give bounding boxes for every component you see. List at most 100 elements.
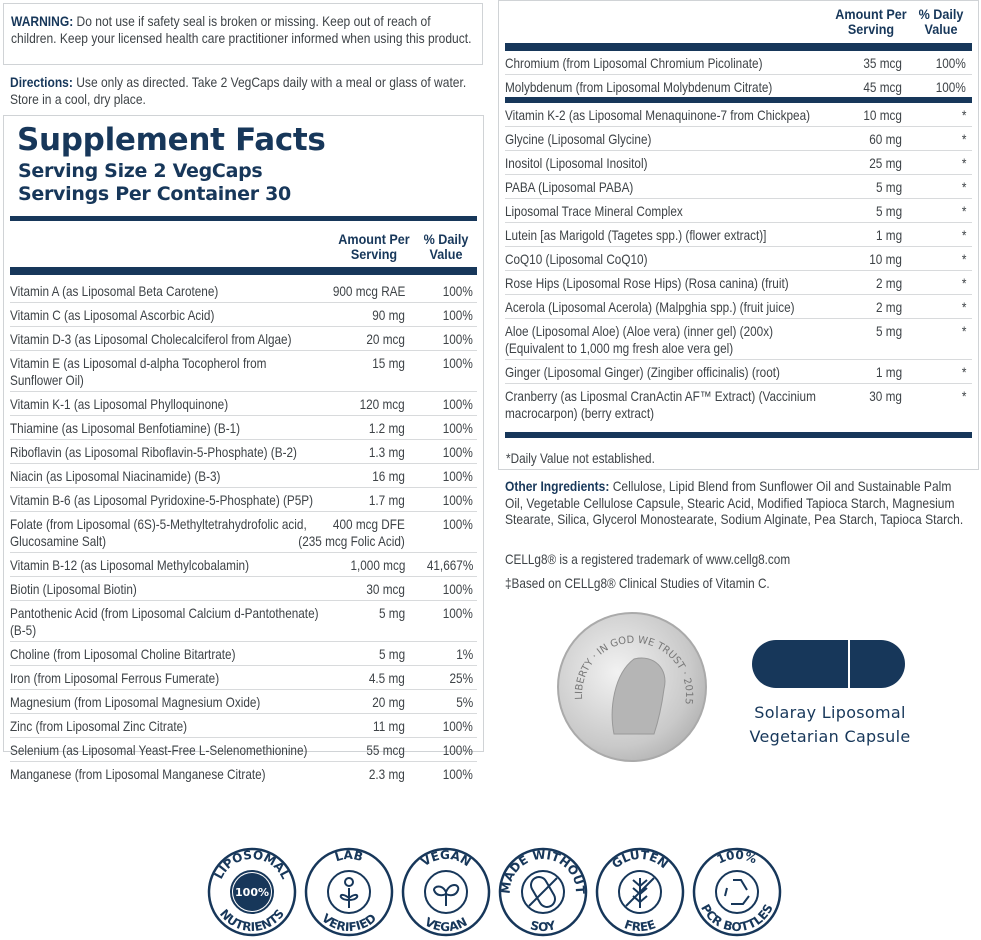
nutrient-amount: 1.3 mg (369, 444, 405, 460)
divider (505, 432, 972, 438)
nutrient-amount: 20 mg (372, 694, 405, 710)
badge-center-text: 100% (235, 886, 269, 899)
nutrient-name: Ginger (Liposomal Ginger) (Zingiber offi… (505, 364, 780, 380)
col-amount: Amount Per Serving (338, 231, 410, 262)
nutrient-name: Molybdenum (from Liposomal Molybdenum Ci… (505, 79, 773, 95)
nutrient-table: Vitamin K-2 (as Liposomal Menaquinone-7 … (505, 103, 972, 424)
nutrient-amount: 30 mcg (366, 581, 405, 597)
sprout-icon (339, 877, 359, 908)
badge-bottom-text: FREE (623, 917, 658, 934)
table-row: Ginger (Liposomal Ginger) (Zingiber offi… (505, 360, 972, 384)
table-row: Magnesium (from Liposomal Magnesium Oxid… (10, 690, 477, 714)
warning-text: WARNING: Do not use if safety seal is br… (11, 13, 472, 46)
nutrient-name: Vitamin E (as Liposomal d-alpha Tocopher… (10, 355, 267, 388)
nutrient-daily-value: * (961, 227, 966, 243)
nutrient-amount: 1.2 mg (369, 420, 405, 436)
nutrient-amount: 5 mg (875, 323, 902, 339)
nutrient-daily-value: 100% (442, 283, 473, 299)
other-ingredients: Other Ingredients: Cellulose, Lipid Blen… (505, 478, 964, 527)
table-row: Acerola (Liposomal Acerola) (Malpghia sp… (505, 295, 972, 319)
nutrient-amount: 20 mcg (366, 331, 405, 347)
divider (505, 43, 972, 51)
nutrient-daily-value: 100% (442, 718, 473, 734)
nutrient-name: Choline (from Liposomal Choline Bitartra… (10, 646, 236, 662)
nutrient-name: Cranberry (as Liposmal CranActin AF™ Ext… (505, 388, 816, 421)
svg-text:SOY: SOY (529, 918, 557, 934)
table-row: Glycine (Liposomal Glycine) 60 mg * (505, 127, 972, 151)
nutrient-daily-value: 100% (442, 355, 473, 371)
nutrient-name: Thiamine (as Liposomal Benfotiamine) (B-… (10, 420, 241, 436)
nutrient-name: Vitamin K-1 (as Liposomal Phylloquinone) (10, 396, 229, 412)
nutrient-amount: 15 mg (372, 355, 405, 371)
nutrient-amount: 5 mg (875, 179, 902, 195)
table-row: Biotin (Liposomal Biotin) 30 mcg 100% (10, 577, 477, 601)
nutrient-name: Selenium (as Liposomal Yeast-Free L-Sele… (10, 742, 308, 758)
nutrient-daily-value: * (961, 388, 966, 404)
clinical-note: ‡Based on CELLg8® Clinical Studies of Vi… (505, 575, 770, 591)
directions-text: Directions: Use only as directed. Take 2… (10, 74, 467, 107)
table-row: Vitamin E (as Liposomal d-alpha Tocopher… (10, 351, 477, 392)
nutrient-name: Iron (from Liposomal Ferrous Fumerate) (10, 670, 220, 686)
nutrient-name: Glycine (Liposomal Glycine) (505, 131, 652, 147)
nutrient-daily-value: * (961, 275, 966, 291)
nutrient-name: PABA (Liposomal PABA) (505, 179, 634, 195)
servings-per-container: Servings Per Container 30 (18, 183, 291, 205)
svg-text:VEGAN: VEGAN (422, 915, 469, 934)
nutrient-name: Liposomal Trace Mineral Complex (505, 203, 683, 219)
nutrient-amount: 5 mg (378, 646, 405, 662)
nutrient-daily-value: * (961, 323, 966, 339)
nutrient-daily-value: * (961, 251, 966, 267)
badge-pcr-bottles: 100%PCR BOTTLES (692, 847, 782, 937)
table-row: Liposomal Trace Mineral Complex 5 mg * (505, 199, 972, 223)
table-row: Zinc (from Liposomal Zinc Citrate) 11 mg 1… (10, 714, 477, 738)
nutrient-daily-value: * (961, 364, 966, 380)
svg-text:100%: 100% (715, 848, 759, 867)
table-row: Iron (from Liposomal Ferrous Fumerate) 4.… (10, 666, 477, 690)
capsule-label-line1: Solaray Liposomal (754, 703, 906, 722)
table-row: CoQ10 (Liposomal CoQ10) 10 mg * (505, 247, 972, 271)
nutrient-amount: 400 mcg DFE (235 mcg Folic Acid) (298, 516, 405, 549)
capsule-label-line2: Vegetarian Capsule (749, 727, 911, 746)
table-row: Riboflavin (as Liposomal Riboflavin-5-Ph… (10, 440, 477, 464)
footnote: *Daily Value not established. (506, 450, 655, 466)
table-row: Aloe (Liposomal Aloe) (Aloe vera) (inner… (505, 319, 972, 360)
nutrient-name: Aloe (Liposomal Aloe) (Aloe vera) (inner… (505, 323, 773, 356)
table-row: Vitamin A (as Liposomal Beta Carotene) 90… (10, 279, 477, 303)
col-dv: % Daily Value (423, 231, 469, 262)
nutrient-daily-value: 100% (442, 742, 473, 758)
table-row: Chromium (from Liposomal Chromium Picoli… (505, 51, 972, 75)
serving-size: Serving Size 2 VegCaps (18, 160, 263, 182)
nutrient-amount: 4.5 mg (369, 670, 405, 686)
nutrient-name: Magnesium (from Liposomal Magnesium Oxid… (10, 694, 261, 710)
table-row: Niacin (as Liposomal Niacinamide) (B-3) 1… (10, 464, 477, 488)
nutrient-name: Pantothenic Acid (from Liposomal Calcium… (10, 605, 319, 638)
nutrient-name: Vitamin K-2 (as Liposomal Menaquinone-7 … (505, 107, 811, 123)
nutrient-amount: 10 mcg (863, 107, 902, 123)
nutrient-amount: 11 mg (373, 718, 405, 734)
nutrient-daily-value: * (961, 203, 966, 219)
table-row: Vitamin K-1 (as Liposomal Phylloquinone)… (10, 392, 477, 416)
badge-vegan: VEGAN VEGAN (401, 847, 491, 937)
nutrient-amount: 2.3 mg (369, 766, 405, 782)
supplement-facts-panel: Supplement Facts Serving Size 2 VegCaps … (3, 115, 484, 782)
nutrient-name: Vitamin B-6 (as Liposomal Pyridoxine-5-P… (10, 492, 314, 508)
nutrient-name: Rose Hips (Liposomal Rose Hips) (Rosa ca… (505, 275, 789, 291)
table-row: Vitamin B-6 (as Liposomal Pyridoxine-5-P… (10, 488, 477, 512)
table-row: Cranberry (as Liposmal CranActin AF™ Ext… (505, 384, 972, 424)
svg-text:FREE: FREE (623, 917, 658, 934)
badge-verified: LAB VERIFIED (304, 847, 394, 937)
crossed-soybean-icon (528, 876, 558, 908)
nutrient-name: CoQ10 (Liposomal CoQ10) (505, 251, 648, 267)
nutrient-amount: 90 mg (372, 307, 405, 323)
nutrient-amount: 45 mcg (863, 79, 902, 95)
crossed-wheat-icon (625, 877, 655, 908)
table-row: Vitamin C (as Liposomal Ascorbic Acid) 90… (10, 303, 477, 327)
nutrient-name: Lutein [as Marigold (Tagetes spp.) (flow… (505, 227, 767, 243)
table-row: PABA (Liposomal PABA) 5 mg * (505, 175, 972, 199)
nutrient-amount: 1 mg (875, 364, 902, 380)
nutrient-daily-value: 100% (935, 55, 966, 71)
nutrient-amount: 1 mg (875, 227, 902, 243)
nutrient-daily-value: 100% (442, 605, 473, 621)
badge-top-text: VEGAN (418, 848, 473, 869)
leaf-icon (432, 884, 460, 906)
